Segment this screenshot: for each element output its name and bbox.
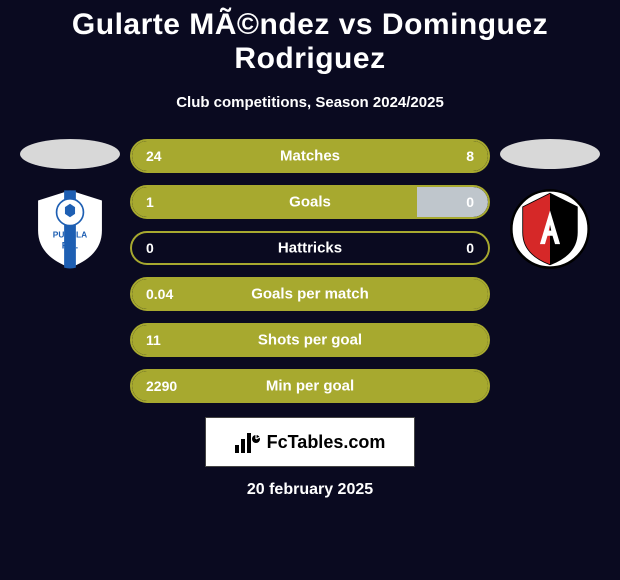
stat-label: Goals (289, 194, 331, 211)
left-player-column: PUEBLA F.C. (20, 139, 120, 271)
comparison-row: PUEBLA F.C. Matches 24 8 Goals 1 0 Hattricks 0 0… (0, 139, 620, 403)
subtitle: Club competitions, Season 2024/2025 (0, 94, 620, 111)
stat-value-left: 1 (146, 194, 154, 210)
svg-text:PUEBLA: PUEBLA (53, 229, 87, 239)
stat-label: Shots per goal (258, 332, 362, 349)
stat-fill-left (132, 187, 417, 217)
stat-value-right: 0 (466, 240, 474, 256)
stat-row: Goals per match 0.04 (130, 277, 490, 311)
stat-label: Matches (280, 148, 340, 165)
stat-row: Shots per goal 11 (130, 323, 490, 357)
atlas-shield-icon (500, 187, 600, 271)
fctables-logo-icon (235, 431, 261, 453)
stat-fill-right (399, 141, 488, 171)
stat-row: Min per goal 2290 (130, 369, 490, 403)
stat-value-left: 0.04 (146, 286, 173, 302)
stats-column: Matches 24 8 Goals 1 0 Hattricks 0 0 Goals per ma… (130, 139, 490, 403)
right-player-column (500, 139, 600, 271)
stat-value-right: 8 (466, 148, 474, 164)
page-title: Gularte MÃ©ndez vs Dominguez Rodriguez (0, 8, 620, 76)
date-text: 20 february 2025 (0, 481, 620, 499)
stat-row: Goals 1 0 (130, 185, 490, 219)
stat-value-left: 0 (146, 240, 154, 256)
left-club-badge: PUEBLA F.C. (20, 187, 120, 271)
stat-fill-left (132, 141, 399, 171)
stat-label: Hattricks (278, 240, 342, 257)
left-player-photo (20, 139, 120, 169)
stat-value-right: 0 (466, 194, 474, 210)
stat-value-left: 24 (146, 148, 162, 164)
stat-label: Min per goal (266, 378, 354, 395)
puebla-shield-icon: PUEBLA F.C. (20, 187, 120, 271)
stat-row: Hattricks 0 0 (130, 231, 490, 265)
stat-row: Matches 24 8 (130, 139, 490, 173)
stat-value-left: 11 (146, 332, 161, 348)
branding-text: FcTables.com (267, 432, 386, 453)
stat-label: Goals per match (251, 286, 369, 303)
stat-value-left: 2290 (146, 378, 177, 394)
branding-box: FcTables.com (205, 417, 415, 467)
svg-text:F.C.: F.C. (62, 240, 78, 250)
right-player-photo (500, 139, 600, 169)
stat-fill-right (417, 187, 488, 217)
right-club-badge (500, 187, 600, 271)
